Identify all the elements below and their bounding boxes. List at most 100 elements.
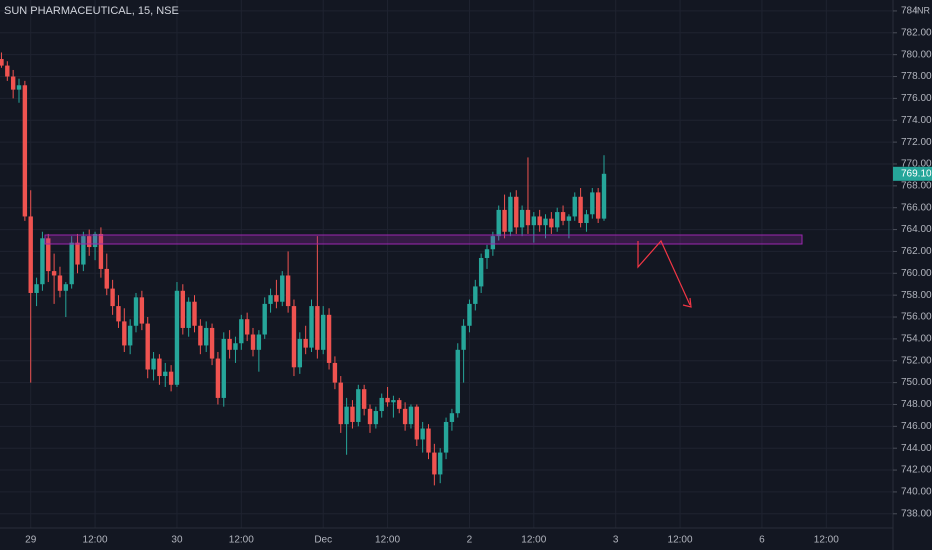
candle-body (321, 314, 326, 350)
axes: 738.00 740.00 742.00 744.00 746.00 748.00 750.… (25, 6, 932, 546)
candle-body (367, 408, 373, 425)
candle-body (514, 196, 519, 228)
candle-body (490, 236, 496, 250)
x-tick-label: 12:00 (229, 535, 254, 546)
x-tick-label: 30 (171, 535, 183, 546)
candle-body (443, 421, 449, 453)
y-tick-label: 740.00 (901, 487, 932, 498)
candle-body (590, 192, 595, 215)
y-tick-label: 752.00 (901, 355, 932, 366)
candle-body (116, 306, 121, 322)
candle-body (227, 338, 232, 350)
candle-body (204, 327, 209, 346)
candle-body (168, 371, 174, 385)
candle-body (373, 411, 379, 425)
candle-body (233, 343, 238, 350)
candle-body (356, 389, 361, 422)
candle-body (22, 85, 28, 217)
candle-body (46, 238, 51, 272)
y-tick-label: 780.00 (901, 49, 932, 60)
candle-body (5, 65, 10, 77)
candle-body (104, 268, 109, 289)
candle-body (28, 216, 33, 293)
candle-body (280, 275, 285, 302)
candle-body (221, 338, 226, 398)
y-tick-label: 772.00 (901, 137, 932, 148)
candle-body (92, 233, 98, 248)
candle-body (338, 382, 343, 425)
candle-body (198, 325, 203, 346)
y-tick-label: 754.00 (901, 334, 932, 345)
chart-title: SUN PHARMACEUTICAL, 15, NSE (4, 5, 179, 17)
candle-body (438, 452, 443, 475)
candle-body (122, 321, 127, 346)
x-tick-label: 3 (613, 535, 619, 546)
y-tick-label: 778.00 (901, 71, 932, 82)
candle-body (473, 286, 478, 304)
candle-body (420, 428, 425, 440)
candle-body (385, 397, 390, 403)
candle-body (326, 314, 332, 363)
candle-body (57, 275, 63, 291)
candle-body (361, 389, 367, 409)
candle-body (139, 297, 145, 324)
y-tick-label: 756.00 (901, 312, 932, 323)
candles (0, 52, 607, 486)
y-tick-label: 766.00 (901, 202, 932, 213)
candle-body (110, 288, 115, 307)
zone-rectangle (44, 234, 803, 245)
candle-body (426, 428, 431, 453)
y-tick-label: 758.00 (901, 290, 932, 301)
candle-body (379, 397, 384, 412)
candle-body (432, 452, 437, 475)
candle-body (397, 400, 402, 409)
last-price-label: 769.10 (901, 168, 932, 179)
y-tick-label: 762.00 (901, 246, 932, 257)
y-tick-label: 764.00 (901, 224, 932, 235)
y-tick-label: 784.00 (901, 6, 932, 17)
currency-box (918, 4, 932, 18)
candle-body (467, 303, 472, 326)
candle-body (81, 236, 86, 265)
x-tick-label: 12:00 (375, 535, 400, 546)
arrow-head (682, 297, 692, 308)
candle-body (402, 408, 408, 425)
y-tick-label: 744.00 (901, 443, 932, 454)
candle-body (543, 218, 548, 226)
candle-body (10, 76, 16, 90)
candle-body (291, 306, 297, 368)
candle-body (537, 216, 542, 226)
candle-body (244, 319, 250, 335)
candle-body (16, 85, 22, 90)
y-tick-label: 770.00 (901, 159, 932, 170)
candle-body (285, 275, 291, 307)
candle-body (309, 306, 314, 348)
candle-body (157, 358, 162, 377)
candle-body (87, 236, 92, 248)
candle-body (186, 301, 191, 328)
candle-body (145, 323, 150, 370)
candle-body (209, 327, 215, 359)
y-tick-label: 750.00 (901, 377, 932, 388)
x-tick-label: Dec (314, 535, 332, 546)
candle-body (256, 334, 262, 350)
candle-body (555, 212, 560, 228)
currency-label: INR (915, 5, 931, 15)
candle-body (496, 209, 501, 237)
candle-body (350, 406, 355, 422)
candle-body (268, 295, 273, 304)
candle-body (391, 400, 396, 403)
candle-body (478, 257, 484, 287)
x-tick-label: 12:00 (814, 535, 839, 546)
candle-body (69, 242, 74, 285)
candle-body (566, 216, 572, 221)
candle-body (34, 284, 39, 293)
candle-body (455, 349, 460, 414)
candle-body (215, 358, 221, 398)
candle-body (519, 209, 525, 228)
candle-body (133, 297, 139, 326)
candle-body (40, 238, 45, 285)
candle-body (549, 218, 554, 228)
candle-body (572, 196, 577, 217)
